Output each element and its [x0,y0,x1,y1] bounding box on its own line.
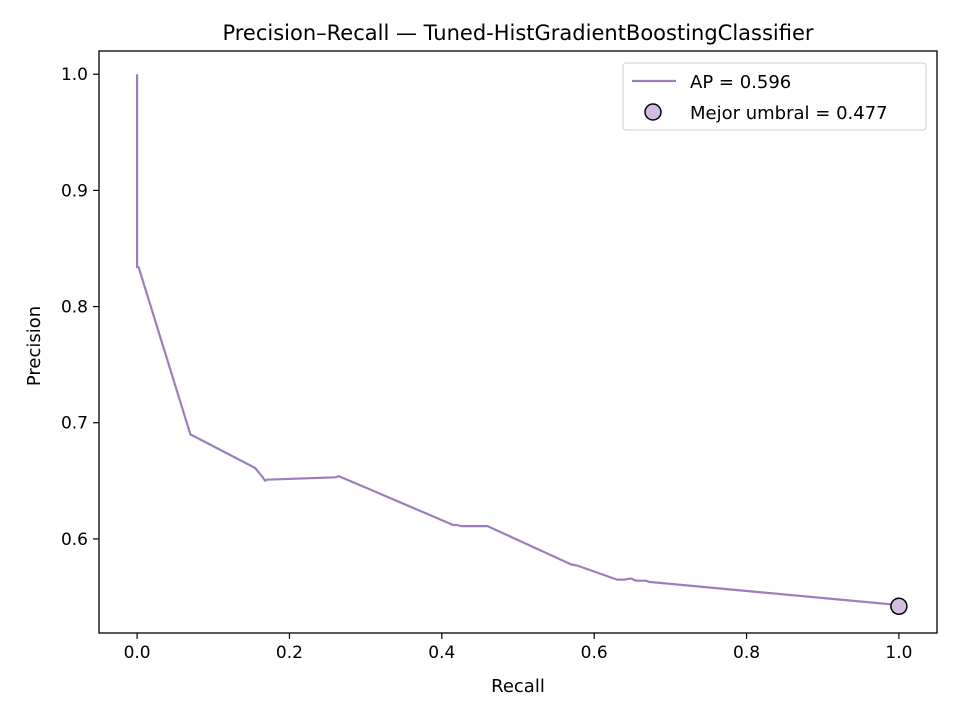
legend-box [622,62,927,131]
y-tick-label: 0.7 [61,414,88,434]
x-tick-label: 0.8 [733,643,760,663]
y-tick-label: 0.9 [61,181,88,201]
x-axis-label: Recall [491,676,545,697]
chart-title: Precision–Recall — Tuned-HistGradientBoo… [222,21,813,45]
best-threshold-marker [890,597,908,616]
x-tick-label: 1.0 [885,643,912,663]
x-tick-label: 0.6 [581,643,608,663]
legend-label-threshold: Mejor umbral = 0.477 [690,103,888,124]
x-axis: 0.0 0.2 0.4 0.6 0.8 1.0 [124,633,912,663]
plot-area [98,50,938,634]
x-tick-label: 0.2 [276,643,303,663]
legend-marker-swatch [644,103,662,121]
x-tick-label: 0.0 [124,643,151,663]
y-axis: 0.6 0.7 0.8 0.9 1.0 [61,65,99,550]
y-tick-label: 1.0 [61,65,88,85]
legend: AP = 0.596 Mejor umbral = 0.477 [622,62,927,131]
legend-label-ap: AP = 0.596 [690,72,791,93]
y-tick-label: 0.8 [61,298,88,318]
y-tick-label: 0.6 [61,530,88,550]
axes-frame [98,50,938,634]
x-tick-label: 0.4 [428,643,455,663]
pr-curve-line [136,74,900,607]
y-axis-label: Precision [24,306,45,386]
